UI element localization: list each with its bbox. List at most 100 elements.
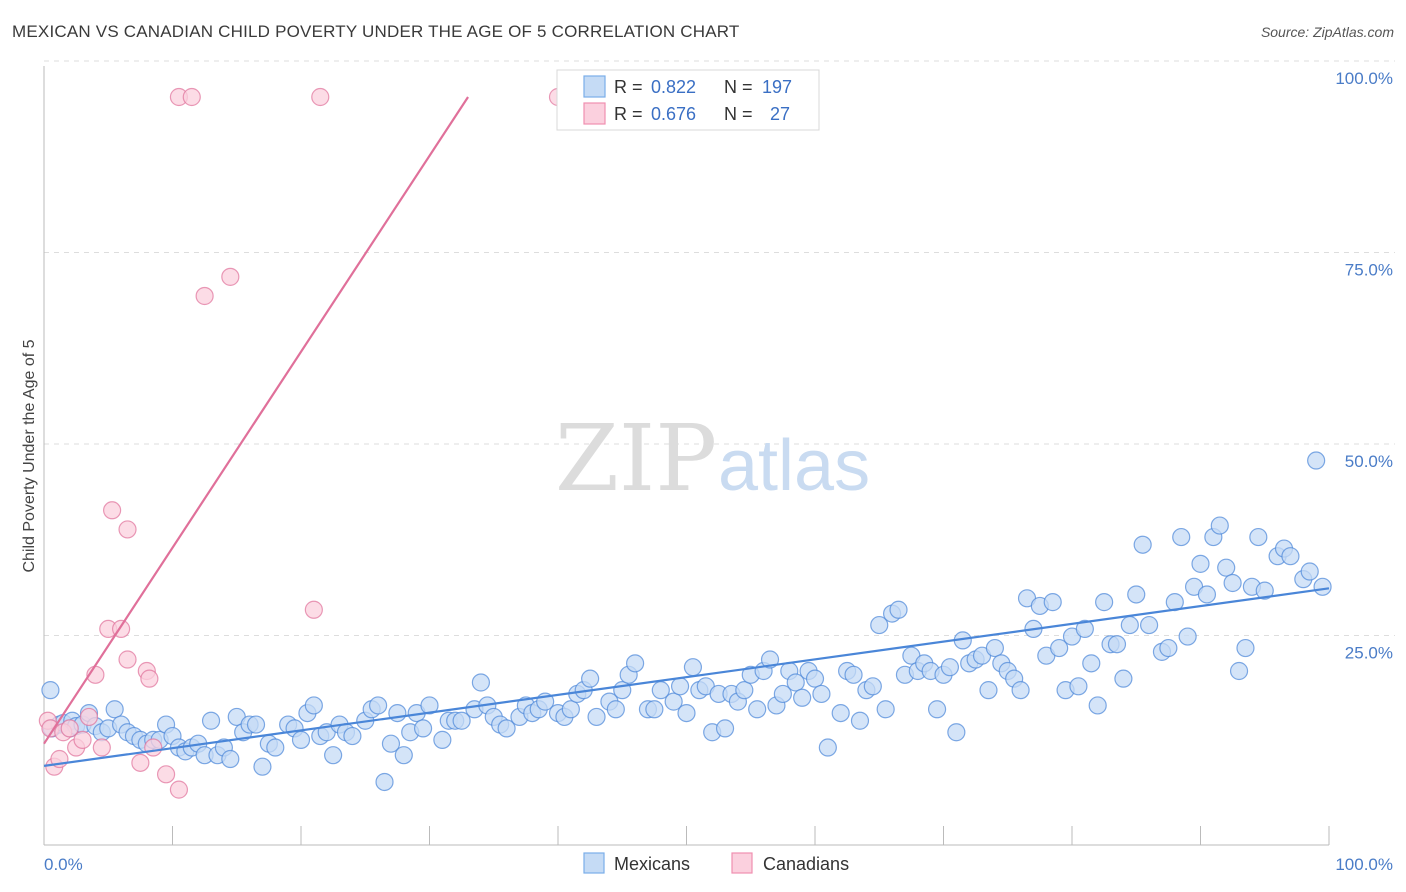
point-mexicans (1249, 527, 1268, 547)
point-mexicans (452, 711, 471, 730)
point-mexicans (1229, 661, 1249, 681)
bottom-legend-swatch-canadians (731, 852, 753, 874)
point-mexicans (221, 749, 240, 769)
point-canadians (156, 765, 176, 784)
point-mexicans (381, 734, 401, 753)
point-mexicans (413, 719, 433, 738)
point-mexicans (1050, 638, 1069, 658)
point-mexicans (1127, 585, 1146, 604)
point-mexicans (246, 715, 266, 734)
point-mexicans (677, 703, 696, 723)
point-mexicans (105, 700, 124, 719)
point-mexicans (773, 684, 792, 704)
y-tick-labels: 25.0% 50.0% 75.0% 100.0% (1335, 69, 1393, 663)
legend-r-value-canadians: 0.676 (651, 104, 696, 124)
point-canadians (92, 738, 111, 757)
x-tick-label-min: 0.0% (44, 855, 83, 874)
point-mexicans (201, 711, 221, 730)
watermark-atlas: atlas (718, 426, 870, 506)
point-mexicans (735, 681, 754, 700)
point-mexicans (1120, 615, 1139, 635)
point-mexicans (1281, 547, 1300, 566)
point-mexicans (304, 696, 323, 715)
point-mexicans (1088, 696, 1107, 715)
point-mexicans (266, 738, 285, 757)
point-mexicans (1133, 535, 1152, 554)
trendlines (43, 96, 1330, 767)
point-canadians (144, 738, 163, 757)
point-mexicans (1043, 593, 1062, 612)
point-mexicans (985, 638, 1005, 658)
point-mexicans (433, 730, 452, 749)
point-mexicans (388, 703, 407, 723)
point-mexicans (1300, 562, 1319, 581)
point-canadians (73, 730, 92, 749)
point-canadians (311, 87, 330, 107)
bottom-legend-swatch-mexicans (583, 852, 605, 874)
y-tick-label: 50.0% (1345, 452, 1393, 471)
point-mexicans (1114, 669, 1133, 688)
y-axis-label: Child Poverty Under the Age of 5 (21, 339, 38, 572)
point-mexicans (748, 700, 767, 719)
point-mexicans (793, 688, 812, 707)
trendline-mexicans (43, 587, 1330, 767)
point-mexicans (291, 730, 311, 749)
point-mexicans (760, 650, 780, 669)
point-canadians (60, 719, 79, 738)
point-mexicans (343, 726, 362, 746)
legend-n-label: N = (724, 77, 753, 97)
point-mexicans (1178, 627, 1197, 646)
point-mexicans (889, 600, 908, 619)
point-mexicans (1075, 619, 1094, 639)
point-mexicans (581, 669, 600, 688)
legend-swatch-mexicans (583, 75, 606, 98)
point-canadians (221, 267, 240, 286)
point-mexicans (1159, 638, 1178, 658)
point-canadians (103, 501, 122, 520)
point-mexicans (863, 677, 882, 696)
point-canadians (131, 753, 150, 772)
point-mexicans (831, 703, 850, 723)
bottom-legend-label-mexicans: Mexicans (614, 854, 690, 874)
point-mexicans (940, 658, 960, 677)
point-mexicans (844, 665, 863, 684)
legend-box: R = 0.822 N = 197 R = 0.676 N = 27 (556, 69, 820, 131)
legend-r-label: R = (614, 77, 643, 97)
point-canadians (118, 650, 137, 669)
point-mexicans (369, 696, 388, 715)
point-mexicans (670, 677, 690, 696)
point-mexicans (41, 681, 60, 700)
legend-n-label: N = (724, 104, 753, 124)
point-mexicans (1082, 654, 1101, 673)
point-mexicans (979, 681, 998, 700)
trendline-canadians (43, 96, 469, 745)
point-mexicans (870, 615, 889, 635)
bottom-legend-label-canadians: Canadians (763, 854, 849, 874)
point-mexicans (1172, 527, 1191, 547)
legend-n-value-canadians: 27 (770, 104, 790, 124)
point-mexicans (850, 711, 870, 730)
point-canadians (304, 600, 323, 619)
point-mexicans (818, 738, 837, 757)
grid-lines (44, 60, 1395, 636)
point-mexicans (420, 696, 439, 715)
source-label: Source: ZipAtlas.com (1260, 24, 1394, 40)
y-tick-label: 100.0% (1335, 69, 1393, 88)
point-mexicans (606, 700, 625, 719)
point-mexicans (497, 719, 516, 738)
point-mexicans (1011, 681, 1030, 700)
bottom-legend: Mexicans Canadians (583, 852, 849, 874)
y-tick-label: 75.0% (1345, 261, 1393, 280)
point-mexicans (1107, 635, 1127, 654)
point-mexicans (664, 692, 683, 711)
point-canadians (118, 520, 137, 539)
point-mexicans (587, 707, 606, 727)
point-canadians (79, 707, 99, 727)
point-mexicans (625, 654, 645, 673)
point-mexicans (683, 658, 703, 677)
point-canadians (195, 286, 214, 306)
point-mexicans (947, 723, 966, 742)
point-canadians (169, 780, 189, 799)
point-canadians (182, 87, 201, 107)
